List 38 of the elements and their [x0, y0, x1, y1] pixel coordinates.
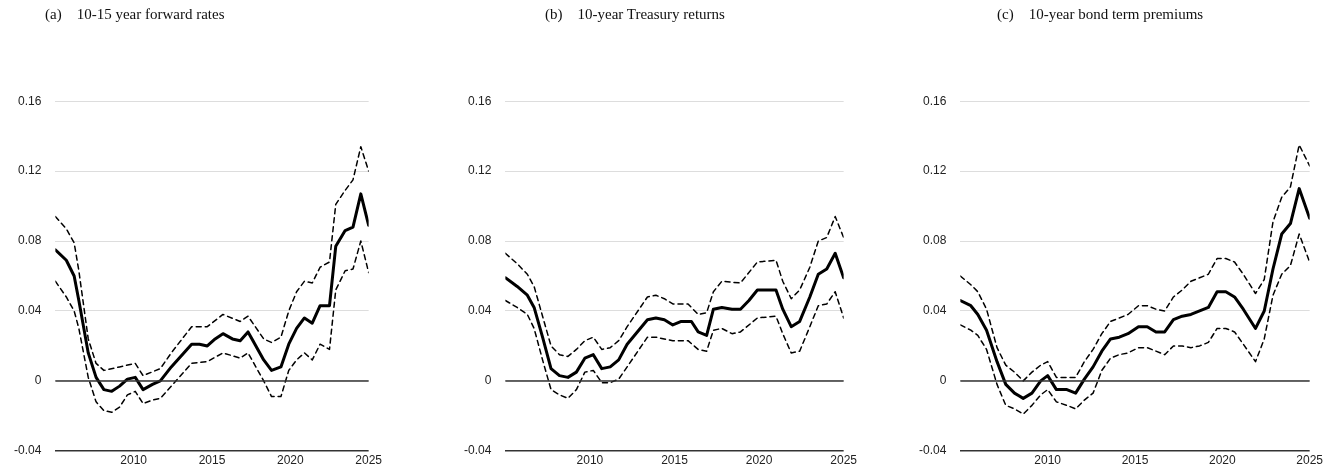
y-tick-label: 0.04: [467, 303, 492, 318]
y-tick-label: 0.12: [17, 163, 42, 178]
x-tick-label: 2010: [120, 453, 148, 468]
chart-title: (b) 10-year Treasury returns: [545, 6, 725, 23]
line-series: [505, 215, 844, 358]
y-tick-label: 0.08: [467, 233, 492, 248]
line-series: [505, 290, 844, 400]
x-tick-label: 2025: [355, 453, 383, 468]
y-tick-label: 0: [939, 373, 947, 388]
x-tick-label: 2020: [276, 453, 304, 468]
y-tick-label: -0.04: [13, 443, 42, 458]
x-tick-label: 2015: [661, 453, 689, 468]
y-tick-label: 0.04: [17, 303, 42, 318]
y-tick-label: 0.16: [922, 93, 947, 108]
y-tick-label: 0: [484, 373, 492, 388]
x-tick-label: 2020: [745, 453, 773, 468]
line-series: [55, 240, 369, 414]
y-tick-label: 0.08: [17, 233, 42, 248]
y-tick-label: 0.16: [467, 93, 492, 108]
line-series: [960, 233, 1310, 415]
x-tick-label: 2020: [1208, 453, 1236, 468]
x-tick-label: 2015: [1121, 453, 1149, 468]
y-tick-label: 0.04: [922, 303, 947, 318]
chart-title: (c) 10-year bond term premiums: [997, 6, 1204, 23]
y-tick-label: 0: [34, 373, 42, 388]
x-tick-label: 2025: [1296, 453, 1324, 468]
chart-title: (a) 10-15 year forward rates: [45, 6, 225, 23]
y-tick-label: -0.04: [463, 443, 492, 458]
y-tick-label: 0.16: [17, 93, 42, 108]
x-tick-label: 2015: [198, 453, 226, 468]
y-tick-label: 0.12: [922, 163, 947, 178]
x-tick-label: 2025: [830, 453, 858, 468]
x-tick-label: 2010: [576, 453, 604, 468]
line-series: [960, 144, 1310, 382]
y-tick-label: 0.08: [922, 233, 947, 248]
y-tick-label: -0.04: [918, 443, 947, 458]
x-tick-label: 2010: [1034, 453, 1062, 468]
y-tick-label: 0.12: [467, 163, 492, 178]
